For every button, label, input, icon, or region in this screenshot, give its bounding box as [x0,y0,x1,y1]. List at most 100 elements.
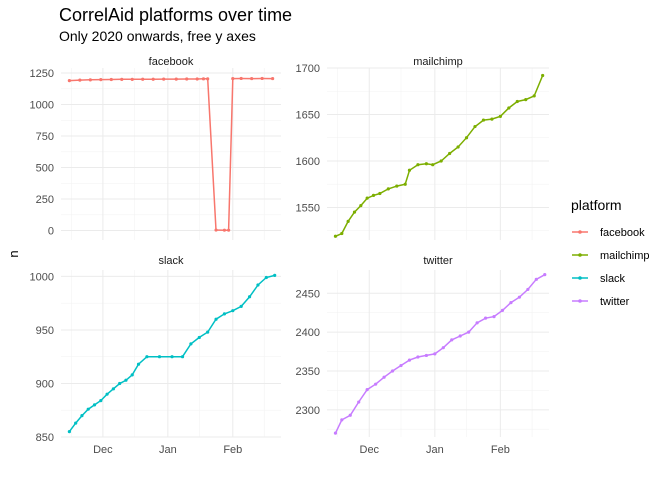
data-point [515,99,519,104]
data-point [407,168,412,172]
panel-twitter: twitter 2300 2350 2400 2450 Dec Jan Feb [296,255,549,456]
series-line-mailchimp [335,75,544,237]
data-point [333,431,338,435]
series-line-facebook [69,77,273,231]
series-line-twitter [334,274,546,434]
data-point [174,77,178,81]
data-point [136,362,141,366]
data-point [464,136,469,140]
data-point [99,77,103,82]
y-tick-label: 2300 [296,405,320,417]
data-point [371,193,376,197]
legend-item-twitter: twitter [572,296,630,308]
data-point [509,301,513,305]
y-tick-label: 1550 [296,202,320,214]
data-point [532,94,536,98]
y-tick-label: 850 [36,432,54,444]
y-tick-label: 1700 [296,63,320,75]
data-point [222,228,227,232]
facet-strip-label: slack [158,255,184,267]
facet-strip-label: mailchimp [413,56,463,68]
data-point [483,316,488,320]
data-point [374,382,378,386]
data-point [214,317,218,321]
data-point [185,77,189,81]
data-point [260,76,264,81]
data-point [141,77,145,81]
data-point [333,234,338,238]
data-point [498,114,502,118]
legend-key-point [578,253,582,257]
data-point [473,124,477,129]
panel-mailchimp: mailchimp 1550 1600 1650 1700 [296,56,549,240]
data-point [424,353,428,358]
data-point [403,182,407,186]
x-tick-label: Feb [491,444,510,456]
legend-label: facebook [600,227,645,239]
data-point [130,77,134,81]
data-point [448,151,452,156]
y-tick-label: 750 [36,131,54,143]
data-point [357,400,361,404]
chart-title: CorrelAid platforms over time [59,5,292,25]
data-point [124,378,128,382]
data-point [250,76,254,81]
data-point [348,413,352,417]
data-point [433,352,437,356]
facet-panels: facebook 0 250 500 750 1000 1250 mailchimp 1550 1… [30,56,549,456]
data-point [74,421,78,425]
data-point [395,184,399,188]
data-point [239,304,243,308]
data-point [507,106,511,110]
legend-label: twitter [600,296,630,308]
data-point [162,77,166,81]
data-point [378,191,382,196]
chart-subtitle: Only 2020 onwards, free y axes [59,28,256,44]
data-point [365,196,369,200]
data-point [227,228,231,232]
data-point [481,118,486,122]
data-point [214,228,218,232]
legend-label: slack [600,273,626,285]
y-tick-label: 2350 [296,366,320,378]
x-tick-label: Feb [223,444,242,456]
data-point [456,145,460,149]
data-point [399,363,403,368]
y-tick-label: 2450 [296,288,320,300]
x-tick-label: Dec [360,444,380,456]
y-tick-label: 1600 [296,156,320,168]
series-line-slack [68,274,275,433]
data-point [365,388,369,392]
data-point [86,407,90,411]
data-point [517,295,522,299]
y-tick-label: 1650 [296,109,320,121]
x-tick-label: Jan [426,444,444,456]
data-point [273,273,277,277]
data-point [206,330,210,334]
panel-slack: slack 850 900 950 1000 Dec Jan Feb [30,255,281,456]
data-point [222,312,227,316]
data-point [500,308,505,312]
data-point [386,187,390,191]
data-point [67,79,71,83]
data-point [189,342,193,346]
legend-item-slack: slack [572,273,626,285]
facet-strip-label: twitter [423,255,453,267]
data-point [118,381,122,386]
data-point [231,76,235,81]
x-tick-label: Jan [159,444,177,456]
legend-item-mailchimp: mailchimp [572,250,650,262]
data-point [80,413,84,418]
y-tick-label: 0 [48,226,54,238]
y-tick-label: 1250 [30,68,54,80]
data-point [439,159,443,163]
y-tick-label: 2400 [296,327,320,339]
data-point [78,78,82,82]
data-point [201,77,206,81]
facet-strip-label: facebook [149,56,194,68]
data-point [340,418,344,422]
data-point [109,77,113,82]
data-point [195,77,199,81]
data-point [157,355,162,359]
